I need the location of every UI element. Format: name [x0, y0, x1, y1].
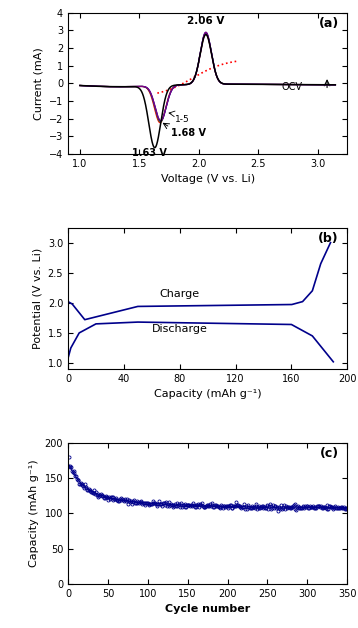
Y-axis label: Capacity (mAh g⁻¹): Capacity (mAh g⁻¹)	[29, 460, 39, 567]
Text: 1.63 V: 1.63 V	[132, 148, 167, 158]
Text: 1-5: 1-5	[175, 115, 190, 124]
Text: (c): (c)	[320, 447, 339, 460]
X-axis label: Voltage (V vs. Li): Voltage (V vs. Li)	[161, 175, 255, 185]
Y-axis label: Current (mA): Current (mA)	[33, 47, 43, 120]
X-axis label: Cycle number: Cycle number	[165, 605, 250, 614]
Y-axis label: Potential (V vs. Li): Potential (V vs. Li)	[32, 247, 42, 349]
Text: 1.68 V: 1.68 V	[171, 128, 207, 138]
Text: Discharge: Discharge	[152, 323, 208, 333]
Text: Charge: Charge	[160, 289, 200, 299]
Text: (b): (b)	[318, 232, 339, 245]
Text: (a): (a)	[319, 17, 339, 30]
X-axis label: Capacity (mAh g⁻¹): Capacity (mAh g⁻¹)	[154, 389, 261, 399]
Text: OCV: OCV	[282, 82, 303, 92]
Text: 2.06 V: 2.06 V	[187, 16, 224, 26]
